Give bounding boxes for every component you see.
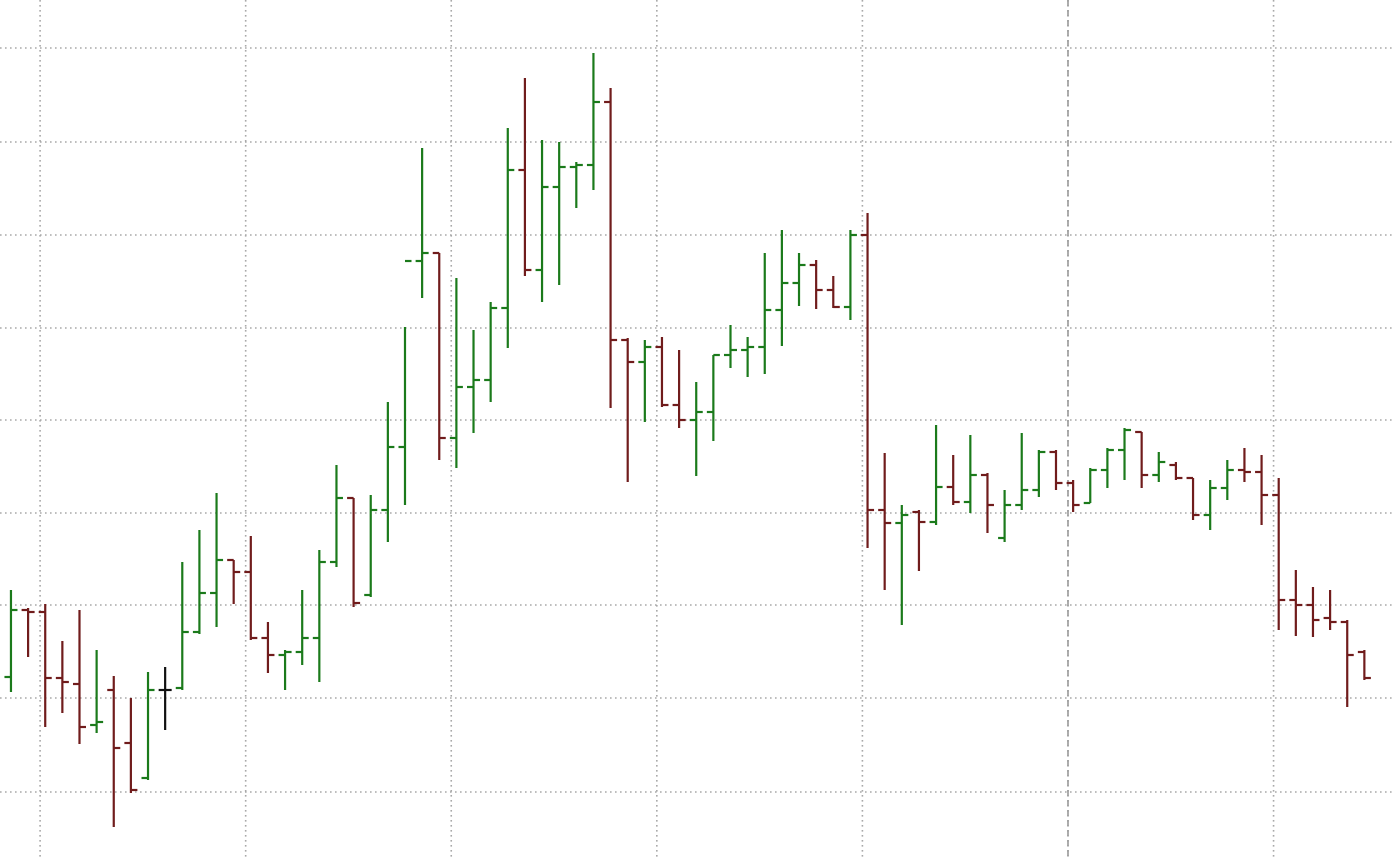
page: (() => { const data = JSON.parse(documen… (0, 0, 1394, 857)
chart (0, 0, 1394, 857)
